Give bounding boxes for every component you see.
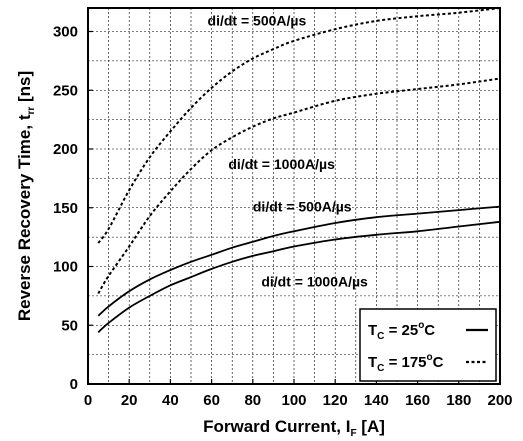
y-tick-label: 150: [53, 200, 78, 217]
series-line-tc-175-c-di-dt-500a-s: [97, 7, 501, 244]
series-group: [97, 7, 501, 333]
x-tick-label: 60: [203, 392, 220, 409]
legend-box: [359, 308, 497, 382]
x-tick-label: 100: [281, 392, 306, 409]
y-tick-label: 0: [70, 376, 78, 393]
y-tick-label: 200: [53, 141, 78, 158]
x-tick-label: 20: [121, 392, 138, 409]
x-tick-label: 140: [364, 392, 389, 409]
annotation-label: di/dt = 1000A/µs: [261, 273, 368, 289]
x-tick-label: 160: [405, 392, 430, 409]
y-axis-title: Reverse Recovery Time, trr [ns]: [15, 71, 37, 321]
y-axis-ticks: 0 50 100 150 200 250 300: [53, 24, 93, 393]
x-axis-ticks: 0 20 40 60 80 100 120 140 160 180 200: [84, 379, 513, 409]
x-tick-label: 180: [446, 392, 471, 409]
y-tick-label: 100: [53, 259, 78, 276]
y-tick-label: 300: [53, 24, 78, 41]
x-tick-label: 200: [487, 392, 512, 409]
y-tick-label: 250: [53, 82, 78, 99]
x-axis-title: Forward Current, IF [A]: [203, 417, 385, 439]
series-line-tc-25-c-di-dt-500a-s: [97, 205, 501, 317]
legend-entry-175c: TC = 175oC: [368, 352, 444, 374]
annotations: di/dt = 500A/µs di/dt = 1000A/µs di/dt = 5…: [208, 13, 369, 290]
x-tick-label: 0: [84, 392, 92, 409]
x-tick-label: 80: [244, 392, 261, 409]
annotation-label: di/dt = 500A/µs: [208, 13, 307, 29]
y-tick-label: 50: [61, 317, 78, 334]
series-line-tc-175-c-di-dt-1000a-s: [97, 77, 501, 295]
x-tick-label: 120: [323, 392, 348, 409]
legend: TC = 25oC TC = 175oC: [359, 308, 497, 382]
legend-entry-25c: TC = 25oC: [368, 320, 435, 342]
x-tick-label: 40: [162, 392, 179, 409]
annotation-label: di/dt = 1000A/µs: [228, 156, 335, 172]
annotation-label: di/dt = 500A/µs: [253, 198, 352, 214]
series-line-tc-25-c-di-dt-1000a-s: [97, 220, 501, 333]
